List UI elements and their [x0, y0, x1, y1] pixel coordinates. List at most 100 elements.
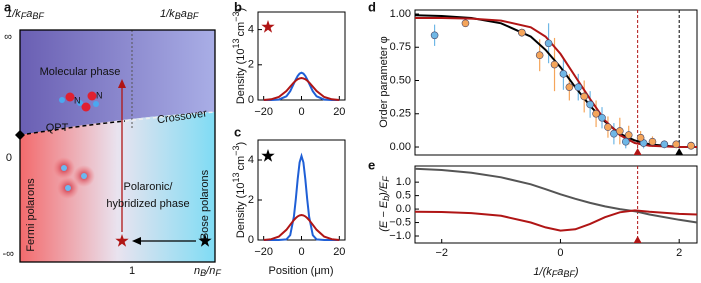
data-point [687, 141, 695, 150]
y-tick-label: −0.5 [389, 216, 411, 228]
data-point [660, 140, 669, 149]
phase-diagram: N N 1/kFaBF 1/kBaBF ∞ 0 -∞ 1 nB/nF Molec… [2, 8, 221, 278]
region-label: Molecular phase [40, 66, 121, 78]
panel-label: a [4, 0, 12, 14]
diamond [15, 130, 25, 140]
x-tick-label: −2 [435, 247, 448, 259]
star [198, 234, 212, 247]
data-point [550, 60, 559, 69]
region-label: QPT [46, 122, 69, 134]
y-tick-label: 0 [248, 94, 254, 106]
panel-label: c [234, 124, 241, 139]
y-tick-label: 0.50 [390, 74, 411, 86]
fit-curve [414, 14, 697, 148]
marker-triangle [633, 148, 642, 155]
atom [65, 185, 71, 191]
region-label: Fermi polarons [25, 178, 37, 252]
atom-label: N [74, 95, 81, 105]
data-point [580, 92, 589, 101]
x-tick-label: 0 [298, 106, 304, 118]
data-point [616, 127, 624, 135]
y-tick-label: 0.75 [390, 41, 411, 53]
arrow-head [132, 237, 141, 245]
data-point [430, 31, 439, 40]
molecular-region [20, 30, 215, 135]
data-point [621, 137, 630, 146]
crossover-line [124, 111, 216, 122]
y-tick-label: 0.0 [396, 203, 411, 215]
y-tick-label: 4 [248, 24, 254, 36]
data-point [636, 133, 645, 142]
region-label: Bose polarons [199, 169, 211, 240]
molecule-icons: N N [59, 90, 103, 112]
x-tick-label: 2 [676, 247, 682, 259]
axis-label: 1/kBaBF [160, 8, 199, 21]
polaron-region [20, 112, 215, 262]
diagram-frame [19, 29, 216, 263]
line [263, 76, 340, 101]
y-tick-label: 0.25 [390, 108, 411, 120]
marker-triangle [675, 148, 684, 155]
panel-label: e [368, 157, 375, 172]
line [414, 167, 698, 224]
data-point [535, 51, 544, 60]
x-tick-label: 0 [298, 246, 304, 258]
axis-label: nB/nF [194, 265, 221, 278]
data-point [565, 83, 574, 91]
x-tick-label: −20 [254, 106, 273, 118]
marker-triangle [633, 236, 642, 243]
y-tick-label: ∞ [4, 31, 12, 43]
y-tick-label: 4 [248, 154, 254, 166]
y-axis-label: (E − Eb)/EF [378, 176, 391, 232]
atom [61, 165, 67, 171]
star [261, 20, 275, 33]
y-tick-label: 2 [248, 59, 254, 71]
data-point [544, 39, 553, 48]
x-axis-label: Position (μm) [268, 265, 333, 277]
star [261, 149, 275, 162]
y-axis-label: Density (1013cm−3) [231, 8, 247, 104]
plot-frame [414, 9, 698, 156]
plot-frame [414, 165, 698, 244]
fit-curve [415, 17, 697, 148]
data-point [574, 83, 583, 91]
data-point [586, 100, 594, 109]
line [263, 152, 340, 241]
data-point [648, 137, 657, 146]
y-tick-label: 1.0 [396, 176, 411, 188]
y-tick-label: −1.0 [389, 230, 411, 242]
line [263, 71, 340, 101]
region-label: hybridized phase [106, 198, 189, 210]
x-tick-label: 0 [557, 247, 563, 259]
y-tick-label: -∞ [2, 248, 14, 260]
panel-label: d [368, 0, 376, 14]
star [115, 234, 129, 247]
data-point [672, 140, 681, 149]
line [263, 213, 340, 241]
y-axis-label: Order parameter φ [378, 36, 390, 128]
panel-label: b [234, 0, 242, 14]
region-label: Polaronic/ [124, 181, 174, 193]
axis-label: 1/kFaBF [6, 8, 44, 21]
data-point [604, 123, 612, 131]
y-tick-label: 2 [248, 194, 254, 206]
atom [81, 173, 87, 179]
y-tick-label: 0 [248, 234, 254, 246]
data-point [624, 131, 633, 139]
data-point [461, 19, 470, 28]
line [414, 209, 698, 232]
qpt-line [19, 120, 126, 136]
y-tick-label: 0 [6, 152, 12, 164]
atom-label: N [96, 90, 103, 100]
y-axis-label: Density (1013cm−3) [231, 142, 247, 238]
x-tick-label: 1 [129, 265, 135, 277]
y-tick-label: 0.00 [390, 141, 411, 153]
data-point [598, 113, 606, 122]
x-axis-label: 1/(kFaBF) [533, 266, 578, 279]
data-point [592, 109, 600, 118]
data-point [559, 70, 568, 78]
x-tick-label: −20 [254, 246, 273, 258]
x-tick-label: 20 [333, 246, 345, 258]
y-tick-label: 0.5 [396, 190, 411, 202]
